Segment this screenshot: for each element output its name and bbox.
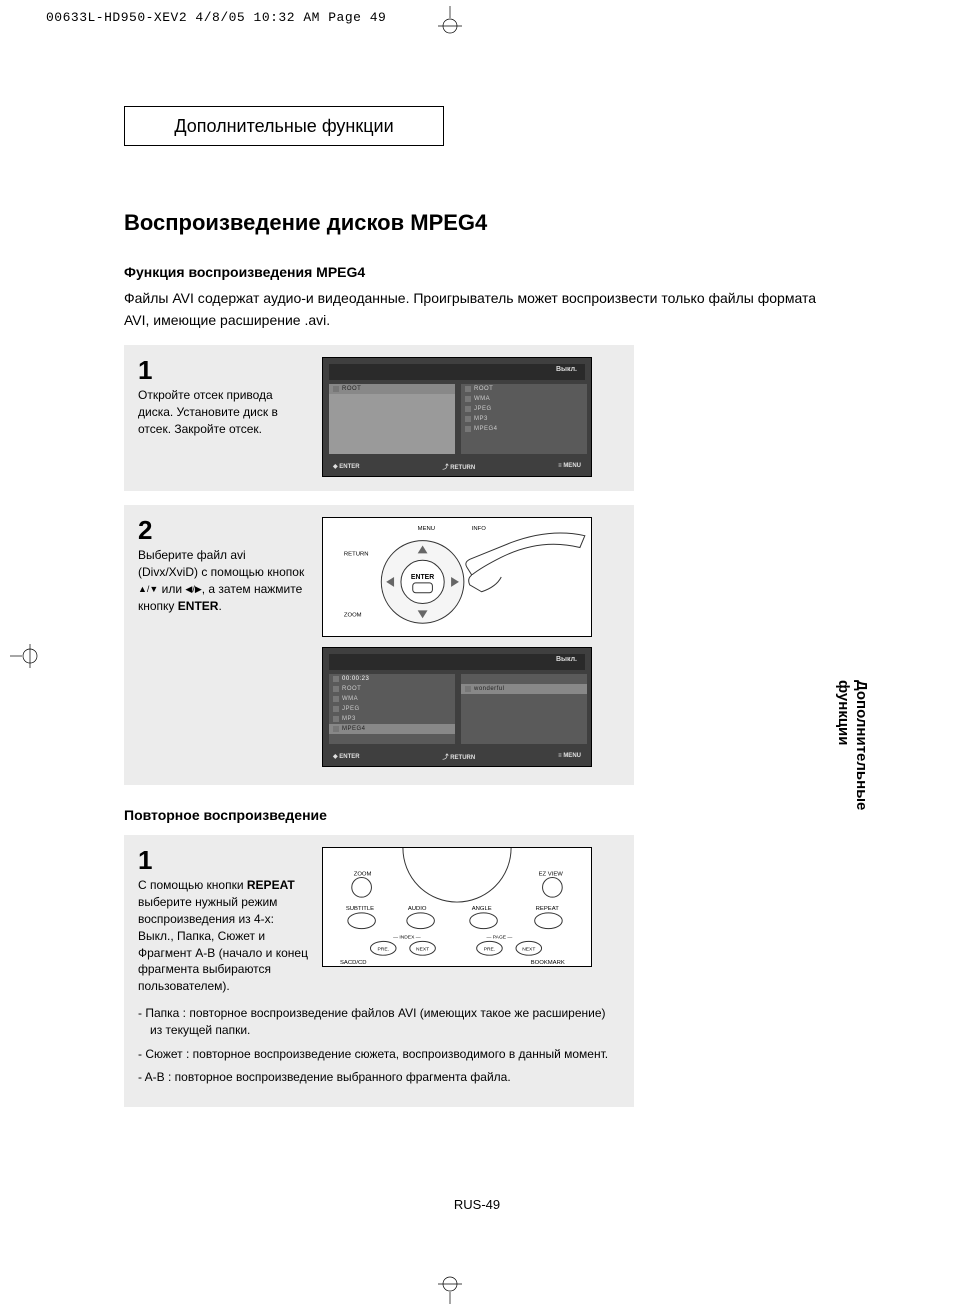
enter-label: ENTER [178, 599, 219, 613]
svg-text:INFO: INFO [472, 526, 486, 532]
section-tab: Дополнительные функции [124, 106, 444, 146]
repeat-block: 1 С помощью кнопки REPEAT выберите нужны… [124, 835, 634, 1106]
repeat-heading: Повторное воспроизведение [124, 807, 844, 823]
svg-text:NEXT: NEXT [416, 947, 429, 953]
note-ab: - A-B : повторное воспроизведение выбран… [138, 1069, 620, 1086]
repeat-text: 1 С помощью кнопки REPEAT выберите нужны… [138, 847, 308, 995]
step-2-number: 2 [138, 517, 308, 543]
menu-hint: ≡ MENU [558, 463, 581, 469]
page-frame: Дополнительные функции Воспроизведение д… [44, 40, 910, 1260]
svg-text:ANGLE: ANGLE [472, 906, 492, 912]
step-2-screenshot: Выкл. 00:00:23 ROOT WMA JPEG MP3 MPEG4 w… [322, 647, 592, 767]
step-1-screenshot: Выкл. ROOT ROOT WMA JPEG MP3 MPEG4 ◆ ENT… [322, 357, 592, 477]
remote-buttons-figure: ZOOM EZ VIEW SUBTITLE AUDIO ANGLE REPEAT… [322, 847, 592, 967]
page-number: RUS-49 [44, 1197, 910, 1212]
step-1-body: Откройте отсек привода диска. Установите… [138, 388, 278, 436]
repeat-button-label: REPEAT [247, 878, 295, 892]
off-label-2: Выкл. [556, 656, 577, 663]
note-title: - Сюжет : повторное воспроизведение сюже… [138, 1046, 620, 1063]
svg-text:PRE.: PRE. [378, 947, 389, 953]
svg-text:PRE.: PRE. [484, 947, 495, 953]
off-label: Выкл. [556, 366, 577, 373]
svg-text:RETURN: RETURN [344, 552, 369, 558]
repeat-step-number: 1 [138, 847, 308, 873]
repeat-notes: - Папка : повторное воспроизведение файл… [138, 1005, 620, 1087]
step-1-number: 1 [138, 357, 308, 383]
remote-dpad-figure: MENU INFO RETURN ZOOM ENTER [322, 517, 592, 637]
step-2-text: 2 Выберите файл avi (Divx/XviD) с помощь… [138, 517, 308, 771]
svg-text:BOOKMARK: BOOKMARK [531, 960, 565, 966]
left-right-icon: ◀/▶ [185, 584, 201, 594]
svg-text:MENU: MENU [418, 526, 435, 532]
print-header: 00633L-HD950-XEV2 4/8/05 10:32 AM Page 4… [46, 10, 386, 25]
svg-text:ENTER: ENTER [411, 574, 434, 581]
svg-text:EZ VIEW: EZ VIEW [539, 872, 564, 878]
content-area: Воспроизведение дисков MPEG4 Функция вос… [124, 210, 844, 1107]
intro-text: Файлы AVI содержат аудио-и видеоданные. … [124, 288, 844, 331]
svg-text:SACD/CD: SACD/CD [340, 960, 367, 966]
sub-heading: Функция воспроизведения MPEG4 [124, 264, 844, 280]
svg-text:— PAGE —: — PAGE — [487, 935, 513, 941]
svg-text:— INDEX —: — INDEX — [393, 935, 421, 941]
main-heading: Воспроизведение дисков MPEG4 [124, 210, 844, 236]
step-1: 1 Откройте отсек привода диска. Установи… [124, 345, 634, 491]
up-down-icon: ▲/▼ [138, 584, 158, 594]
note-folder: - Папка : повторное воспроизведение файл… [138, 1005, 620, 1040]
svg-text:ZOOM: ZOOM [344, 613, 362, 619]
return-hint: ⤴ RETURN [443, 462, 476, 471]
svg-text:NEXT: NEXT [522, 947, 535, 953]
svg-text:AUDIO: AUDIO [408, 906, 427, 912]
step-1-text: 1 Откройте отсек привода диска. Установи… [138, 357, 308, 477]
svg-text:ZOOM: ZOOM [354, 872, 372, 878]
enter-hint: ◆ ENTER [333, 463, 360, 470]
svg-text:SUBTITLE: SUBTITLE [346, 906, 374, 912]
side-tab: Дополнительные функции [834, 680, 870, 810]
step-2: 2 Выберите файл avi (Divx/XviD) с помощь… [124, 505, 634, 785]
svg-text:REPEAT: REPEAT [536, 906, 560, 912]
